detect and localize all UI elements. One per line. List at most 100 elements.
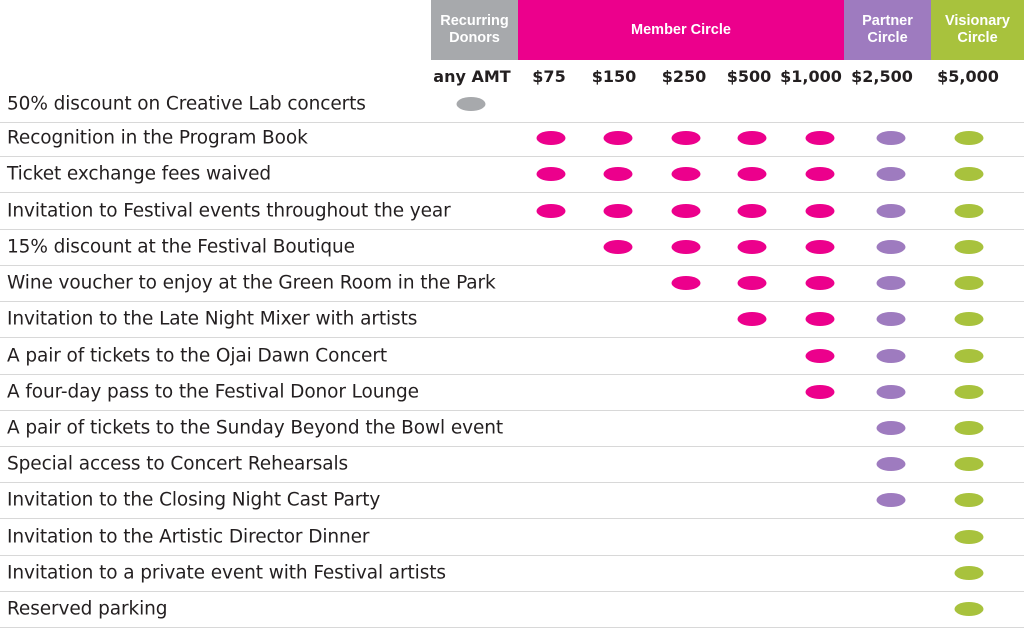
amount-any: any AMT — [433, 67, 511, 86]
included-dot-icon — [737, 204, 767, 218]
benefit-label: Reserved parking — [7, 598, 168, 620]
included-dot-icon — [954, 385, 984, 399]
benefit-row: A pair of tickets to the Sunday Beyond t… — [0, 410, 1024, 447]
member-circle-header: Member Circle — [518, 0, 844, 60]
included-dot-icon — [954, 421, 984, 435]
benefit-label: A pair of tickets to the Ojai Dawn Conce… — [7, 345, 387, 367]
included-dot-icon — [737, 167, 767, 181]
benefit-label: Invitation to the Late Night Mixer with … — [7, 308, 418, 330]
partner-header-line-1: Partner — [862, 13, 913, 29]
included-dot-icon — [954, 566, 984, 580]
benefit-row: Invitation to Festival events throughout… — [0, 193, 1024, 230]
included-dot-icon — [671, 167, 701, 181]
benefit-label: 50% discount on Creative Lab concerts — [7, 93, 366, 115]
included-dot-icon — [603, 167, 633, 181]
included-dot-icon — [603, 240, 633, 254]
amount-5000: $5,000 — [937, 67, 999, 86]
included-dot-icon — [876, 457, 906, 471]
visionary-circle-header: Visionary Circle — [931, 0, 1024, 60]
included-dot-icon — [876, 167, 906, 181]
included-dot-icon — [737, 312, 767, 326]
included-dot-icon — [671, 131, 701, 145]
benefit-row: Ticket exchange fees waived — [0, 156, 1024, 193]
included-dot-icon — [805, 385, 835, 399]
included-dot-icon — [536, 204, 566, 218]
included-dot-icon — [954, 349, 984, 363]
benefit-row: 15% discount at the Festival Boutique — [0, 229, 1024, 266]
benefit-row: Recognition in the Program Book — [0, 120, 1024, 157]
included-dot-icon — [876, 204, 906, 218]
included-dot-icon — [805, 312, 835, 326]
benefit-row: Reserved parking — [0, 591, 1024, 628]
included-dot-icon — [876, 421, 906, 435]
benefit-label: A four-day pass to the Festival Donor Lo… — [7, 381, 419, 403]
included-dot-icon — [805, 276, 835, 290]
partner-header-line-2: Circle — [867, 30, 908, 46]
included-dot-icon — [954, 530, 984, 544]
benefit-row: A pair of tickets to the Ojai Dawn Conce… — [0, 338, 1024, 375]
included-dot-icon — [954, 131, 984, 145]
included-dot-icon — [805, 349, 835, 363]
member-header-label: Member Circle — [631, 21, 731, 38]
amount-2500: $2,500 — [851, 67, 913, 86]
included-dot-icon — [954, 493, 984, 507]
included-dot-icon — [805, 204, 835, 218]
benefit-label: Ticket exchange fees waived — [7, 163, 272, 185]
included-dot-icon — [536, 131, 566, 145]
amount-500: $500 — [726, 67, 772, 86]
benefit-label: Invitation to the Closing Night Cast Par… — [7, 489, 381, 511]
amount-150: $150 — [591, 67, 637, 86]
recurring-header-line-1: Recurring — [440, 13, 509, 29]
included-dot-icon — [671, 204, 701, 218]
included-dot-icon — [954, 204, 984, 218]
benefit-row: Invitation to the Closing Night Cast Par… — [0, 482, 1024, 519]
benefit-row: Invitation to the Late Night Mixer with … — [0, 301, 1024, 338]
amount-1000: $1,000 — [780, 67, 842, 86]
included-dot-icon — [536, 167, 566, 181]
amount-75: $75 — [532, 67, 566, 86]
included-dot-icon — [876, 349, 906, 363]
included-dot-icon — [805, 131, 835, 145]
included-dot-icon — [456, 97, 486, 111]
benefit-row: 50% discount on Creative Lab concerts — [0, 86, 1024, 123]
benefit-row: Invitation to a private event with Festi… — [0, 555, 1024, 592]
included-dot-icon — [876, 276, 906, 290]
benefit-label: Invitation to a private event with Festi… — [7, 562, 446, 584]
included-dot-icon — [805, 167, 835, 181]
benefit-row: Invitation to the Artistic Director Dinn… — [0, 519, 1024, 556]
included-dot-icon — [603, 204, 633, 218]
included-dot-icon — [805, 240, 835, 254]
included-dot-icon — [954, 457, 984, 471]
partner-circle-header: Partner Circle — [844, 0, 931, 60]
included-dot-icon — [954, 276, 984, 290]
benefit-label: A pair of tickets to the Sunday Beyond t… — [7, 417, 504, 439]
benefit-row: Special access to Concert Rehearsals — [0, 446, 1024, 483]
recurring-donors-header: Recurring Donors — [431, 0, 518, 60]
included-dot-icon — [876, 240, 906, 254]
benefit-label: Invitation to Festival events throughout… — [7, 200, 451, 222]
benefit-row: A four-day pass to the Festival Donor Lo… — [0, 374, 1024, 411]
benefit-label: Recognition in the Program Book — [7, 127, 308, 149]
included-dot-icon — [737, 240, 767, 254]
recurring-header-line-2: Donors — [449, 30, 500, 46]
benefit-label: Wine voucher to enjoy at the Green Room … — [7, 272, 496, 294]
included-dot-icon — [954, 167, 984, 181]
included-dot-icon — [671, 276, 701, 290]
included-dot-icon — [876, 493, 906, 507]
included-dot-icon — [954, 240, 984, 254]
visionary-header-line-2: Circle — [957, 30, 998, 46]
amount-250: $250 — [661, 67, 707, 86]
benefit-label: 15% discount at the Festival Boutique — [7, 236, 355, 258]
included-dot-icon — [954, 602, 984, 616]
included-dot-icon — [876, 131, 906, 145]
benefit-label: Special access to Concert Rehearsals — [7, 453, 349, 475]
included-dot-icon — [671, 240, 701, 254]
visionary-header-line-1: Visionary — [944, 13, 1011, 29]
included-dot-icon — [737, 276, 767, 290]
included-dot-icon — [876, 312, 906, 326]
included-dot-icon — [737, 131, 767, 145]
included-dot-icon — [603, 131, 633, 145]
benefit-row: Wine voucher to enjoy at the Green Room … — [0, 265, 1024, 302]
included-dot-icon — [954, 312, 984, 326]
included-dot-icon — [876, 385, 906, 399]
